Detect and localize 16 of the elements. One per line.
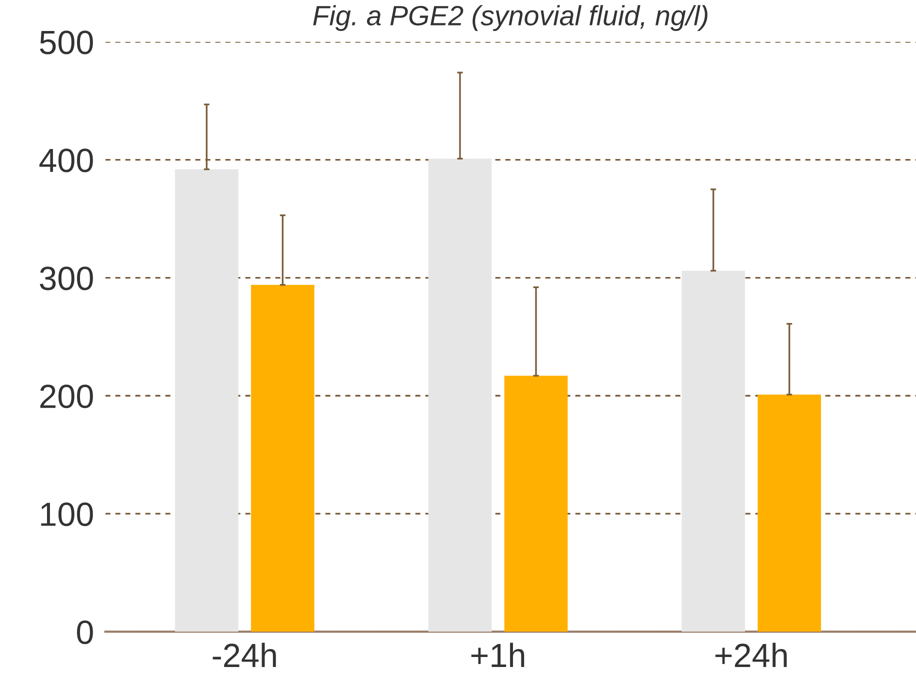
y-tick-label: 500 [40,30,93,54]
x-tick-label: +24h [715,642,787,667]
bar [428,158,492,632]
y-tick-label: 200 [40,384,93,408]
bar [682,270,745,632]
bar [175,169,238,632]
bar [251,284,314,632]
bar [504,376,568,632]
y-tick-label: 300 [40,266,93,290]
y-tick-label: 0 [76,620,93,644]
bar [758,394,821,632]
y-tick-label: 400 [39,148,93,172]
x-tick-label: -24h [212,642,276,667]
y-tick-label: 100 [41,502,93,526]
chart-title: Fig. a PGE2 (synovial fluid, ng/l) [313,5,708,31]
x-tick-label: +1h [471,642,524,667]
